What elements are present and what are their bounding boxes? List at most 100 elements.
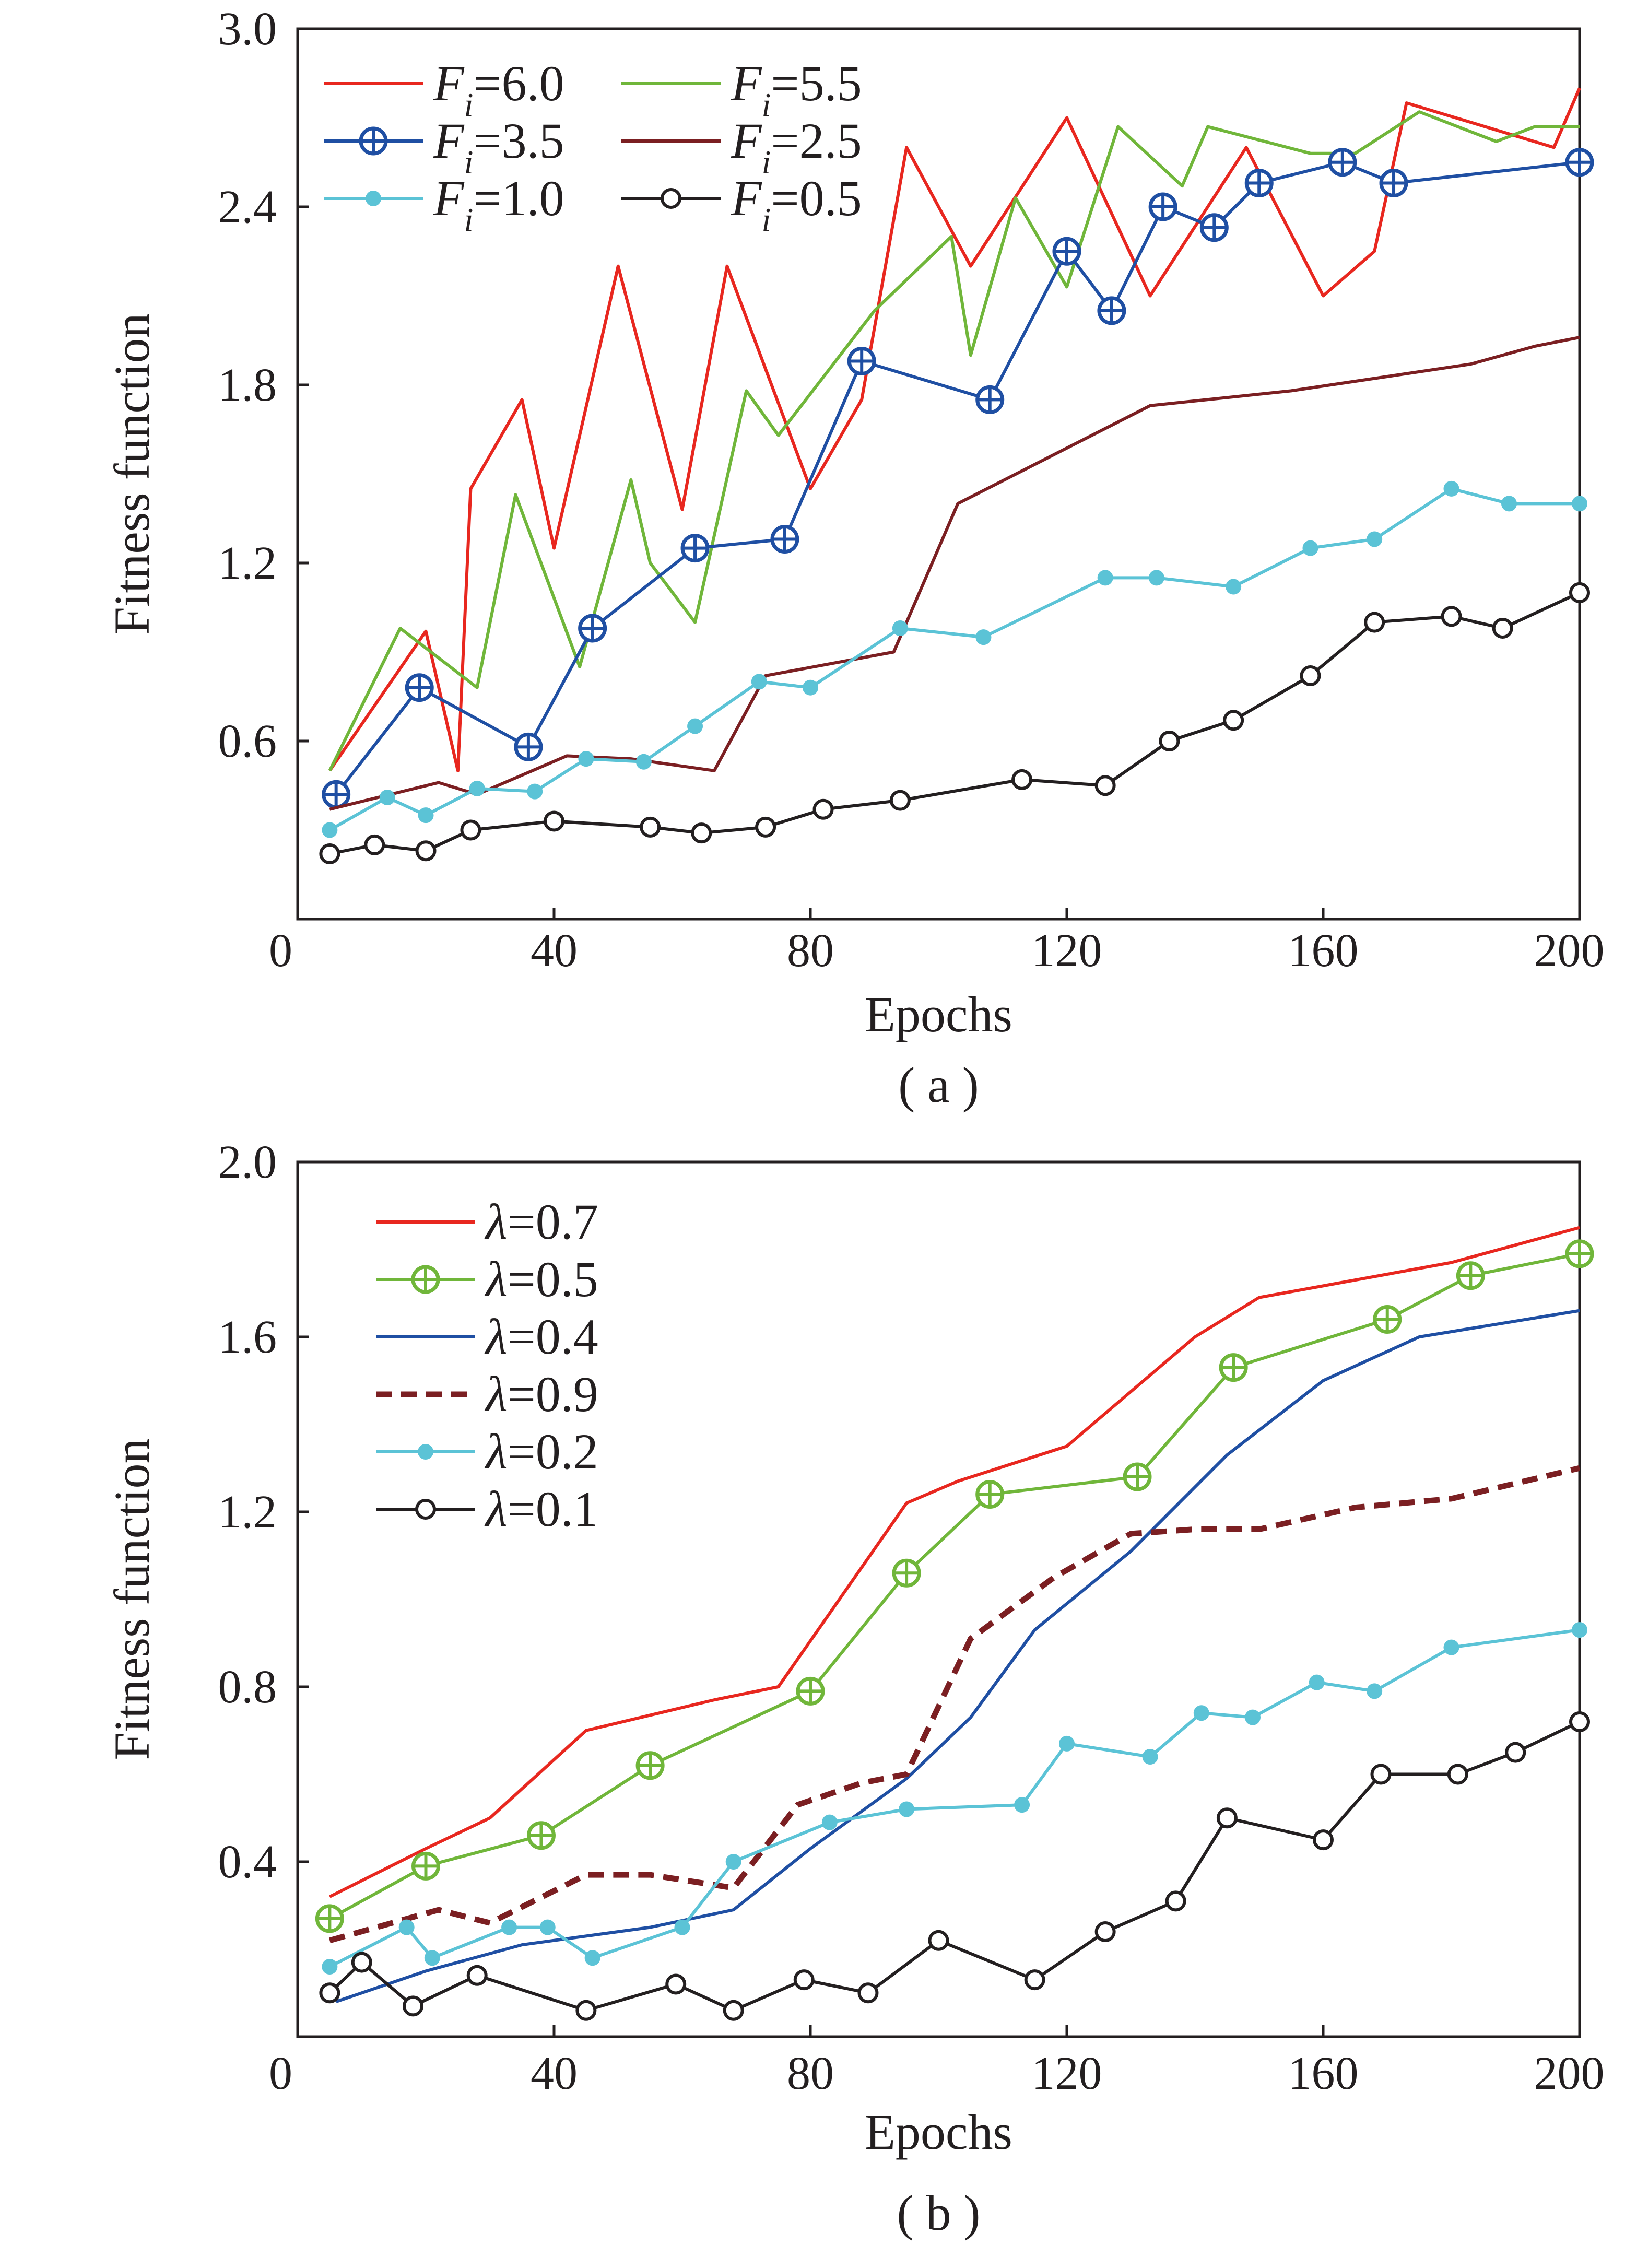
data-point [1367,1683,1383,1699]
data-point [1367,531,1383,547]
data-point [1148,570,1164,586]
series-line [329,1628,1580,1968]
legend-marker [661,188,681,209]
data-point [889,790,911,811]
data-point [1441,606,1462,627]
data-point [847,347,876,376]
y-tick-label: 1.2 [218,537,277,589]
series-0-9 [328,1465,1581,1944]
data-point [1300,665,1321,686]
data-point [635,754,652,770]
x-tick-label: 200 [1534,2048,1605,2099]
data-point [379,789,395,805]
data-point [1024,1969,1045,1991]
data-point [364,834,385,855]
legend-entry: λ=0.1 [376,1481,598,1537]
legend-entry: Fi=3.5 [324,113,564,181]
data-point [351,1952,372,1973]
x-tick-label: 120 [1032,925,1102,977]
data-point [418,807,434,824]
series-0-7 [329,1226,1580,1898]
y-tick-label: 1.8 [218,359,277,411]
y-tick-label: 3.0 [218,3,277,55]
data-point [975,385,1005,414]
data-point [1165,1890,1186,1912]
data-point [424,1950,440,1966]
legend-marker [418,1444,433,1460]
series-0-2 [322,1622,1587,1975]
data-point [1244,169,1274,198]
legend: λ=0.7λ=0.5λ=0.4λ=0.9λ=0.2λ=0.1 [376,1194,598,1537]
legend-label: Fi=2.5 [731,113,862,181]
data-point [1328,148,1357,177]
data-point [539,1919,556,1935]
legend-marker [415,1499,436,1520]
data-point [1569,582,1590,603]
legend-entry: Fi=2.5 [621,113,862,181]
legend-entry: λ=0.4 [376,1309,598,1365]
data-point [640,816,661,838]
series-5-5 [328,110,1580,772]
y-tick-label: 1.2 [218,1486,277,1538]
legend-label: Fi=1.0 [433,170,564,238]
data-point [1216,1807,1238,1829]
series-line [329,591,1581,855]
y-tick-label: 0.6 [218,715,277,767]
legend-marker [411,1265,440,1294]
data-point [1447,1764,1468,1785]
plot-frame [296,1160,1581,2038]
data-point [821,1814,838,1830]
data-point [1313,1829,1334,1851]
data-point [1011,769,1033,790]
data-point [1094,1921,1116,1942]
data-point [1364,612,1385,633]
data-point [469,780,485,796]
series-line [328,1720,1581,2012]
legend-label: λ=0.7 [484,1194,598,1250]
series-line [329,1226,1580,1898]
data-point [1456,1261,1485,1290]
data-point [1572,496,1587,512]
data-point [319,1982,340,2004]
x-tick-label: 160 [1288,2048,1359,2099]
series-line [328,1465,1581,1944]
data-point [460,819,481,841]
data-point [796,1676,825,1706]
series-0-5 [319,582,1590,864]
legend-label: Fi=3.5 [433,113,564,181]
x-tick-label: 200 [1534,925,1605,977]
data-point [1443,480,1459,497]
data-point [1159,731,1180,751]
data-point [402,1995,423,2017]
legend-label: λ=0.1 [484,1481,598,1537]
data-point [415,840,437,862]
data-point [578,614,607,643]
series-0-5 [315,1239,1594,1933]
legend-label: λ=0.9 [484,1366,598,1422]
data-point [1565,1239,1594,1268]
data-point [723,2000,744,2021]
legend-label: λ=0.4 [484,1309,598,1365]
panel-label: ( a ) [898,1057,979,1113]
data-point [892,620,908,637]
data-point [1142,1749,1158,1765]
series-line [328,1252,1580,1920]
series-line [335,1309,1580,2003]
data-point [687,718,703,734]
legend-marker [366,191,381,206]
series-line [335,160,1580,796]
data-point [322,822,338,838]
data-point [1370,1764,1392,1785]
data-point [1094,775,1116,796]
legend-label: λ=0.2 [484,1424,598,1479]
data-point [1492,618,1513,639]
data-point [812,798,834,820]
data-point [578,751,594,767]
x-tick-label: 120 [1032,2048,1102,2099]
data-point [1097,570,1113,586]
legend-entry: Fi=0.5 [621,170,862,238]
y-axis-label: Fitness function [104,1439,160,1760]
legend: Fi=6.0 Fi=5.5 Fi=3.5 Fi=2.5 Fi=1.0 Fi=0.5 [324,55,862,238]
data-point [1565,148,1594,177]
data-point [1309,1674,1325,1690]
